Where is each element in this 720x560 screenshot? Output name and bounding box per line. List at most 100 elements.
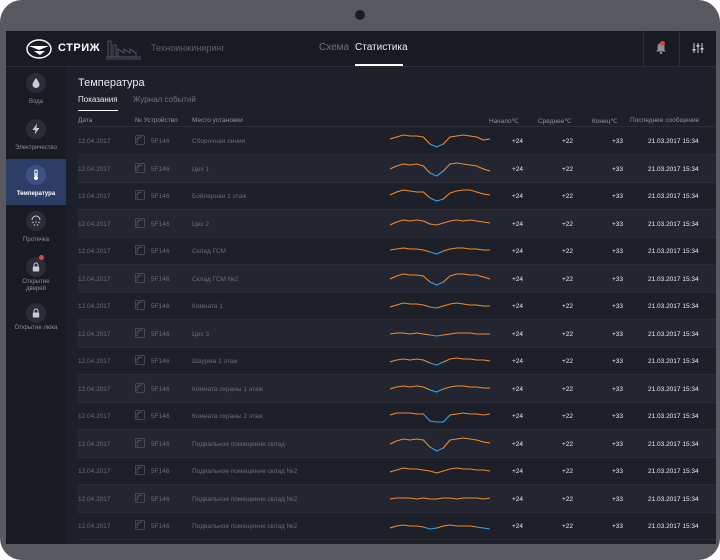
table-row[interactable]: 12.04.2017 5F146 Подвальное помещение скла… (78, 512, 716, 540)
row-average-temp: +22 (562, 193, 574, 200)
column-header-last-message[interactable]: Последнее сообщение (630, 117, 700, 124)
column-header-end[interactable]: Конец℃ (592, 118, 618, 125)
sensor-device-icon (135, 135, 145, 145)
row-location: Комната охраны 2 этаж (192, 413, 263, 420)
table-row[interactable]: 12.04.2017 5F146 Подвальное помещение скла… (78, 429, 716, 458)
tab-readings[interactable]: Показания (78, 95, 118, 104)
row-device: 5F146 (151, 440, 170, 448)
row-end-temp: +33 (612, 523, 624, 530)
leak-icon (26, 211, 46, 231)
main-content: Температура Показания Журнал событий Дат… (66, 67, 716, 544)
row-device: 5F146 (151, 165, 170, 173)
row-device: 5F146 (151, 495, 170, 503)
sensor-device-icon (135, 162, 145, 173)
sidebar-item-electricity[interactable]: Электричество (6, 113, 66, 159)
sensor-device-icon (135, 272, 145, 283)
temperature-sparkline (390, 496, 490, 500)
row-last-message: 21.03.2017 15:34 (648, 358, 699, 365)
row-location: Комната охраны 1 этаж (192, 385, 263, 393)
row-end-temp: +33 (612, 275, 624, 283)
row-last-message: 21.03.2017 15:34 (648, 413, 699, 420)
table-row[interactable]: 12.04.2017 5F146 Шаурма 1 этаж +24 +22 +33 21.… (78, 347, 716, 375)
table-row[interactable]: 12.04.2017 5F146 Склад ГСМ +24 +22 +33 21.03.2… (78, 237, 716, 265)
tab-statistics[interactable]: Статистика (355, 42, 408, 53)
row-start-temp: +24 (512, 330, 524, 338)
table-row[interactable]: 12.04.2017 5F146 Комната охраны 2 этаж +24 +… (78, 402, 716, 430)
camera (355, 10, 365, 20)
row-start-temp: +24 (512, 275, 524, 283)
table-row[interactable]: 12.04.2017 5F146 Бойлерная 1 этаж +24 +22 +33… (78, 182, 716, 210)
row-location: Подвальное помещение склад №2 (192, 468, 298, 475)
row-location: Комната 1 (192, 303, 223, 310)
row-average-temp: +22 (562, 330, 574, 338)
lock-icon (26, 303, 46, 323)
lock-icon (26, 257, 46, 277)
row-average-temp: +22 (562, 138, 574, 145)
sidebar-item-label: Открытие люка (14, 325, 58, 331)
sidebar: Вода Электричество Температура (6, 67, 66, 544)
row-last-message: 21.03.2017 15:34 (648, 523, 699, 530)
table-row[interactable]: 12.04.2017 5F146 Цех 2 +24 +22 +33 21.03.2017 … (78, 209, 716, 238)
table-row[interactable]: 12.04.2017 5F146 Цех 1 +24 +22 +33 21.03.2017 … (78, 154, 716, 183)
row-device: 5F146 (151, 330, 170, 338)
divider (643, 31, 644, 66)
row-last-message: 21.03.2017 15:34 (648, 330, 699, 338)
column-header-start[interactable]: Начало℃ (489, 118, 519, 125)
table-row[interactable]: 12.04.2017 5F146 Склад ГСМ №2 +24 +22 +33 21.0… (78, 264, 716, 293)
table-row[interactable]: 12.04.2017 5F146 Цех 3 +24 +22 +33 21.03.2017 … (78, 319, 716, 348)
sidebar-item-label: Открытие дверей (22, 279, 50, 292)
row-device: 5F146 (151, 220, 170, 228)
app-screen: СТРИЖ Техноинжиниринг Схема Статистика (6, 31, 716, 544)
sidebar-item-door-opening[interactable]: Открытие дверей (6, 251, 66, 297)
sidebar-item-hatch-opening[interactable]: Открытие люка (6, 297, 66, 343)
column-header-location[interactable]: Место установки (192, 117, 243, 124)
top-bar: СТРИЖ Техноинжиниринг Схема Статистика (6, 31, 716, 67)
active-tab-indicator (355, 64, 403, 66)
table-header: Дата № Устройство Место установки Начало… (78, 114, 716, 127)
tab-schema[interactable]: Схема (319, 42, 350, 53)
sidebar-item-water[interactable]: Вода (6, 67, 66, 113)
row-end-temp: +33 (612, 220, 624, 228)
table-row[interactable]: 12.04.2017 5F146 Подвальное помещение скла… (78, 457, 716, 485)
row-location: Цех 1 (192, 165, 209, 173)
column-header-device[interactable]: № Устройство (135, 117, 178, 124)
row-end-temp: +33 (612, 248, 624, 255)
row-start-temp: +24 (512, 468, 524, 475)
temperature-sparkline (390, 272, 490, 286)
sidebar-item-label: Температура (16, 191, 56, 197)
row-device: 5F146 (151, 468, 170, 475)
row-average-temp: +22 (562, 165, 574, 173)
sidebar-item-label: Вода (28, 99, 44, 105)
row-date: 12.04.2017 (78, 220, 111, 228)
sidebar-item-leak[interactable]: Протечка (6, 205, 66, 251)
row-average-temp: +22 (562, 413, 574, 420)
column-header-average[interactable]: Среднее℃ (538, 118, 572, 125)
temperature-sparkline (390, 467, 490, 474)
row-end-temp: +33 (612, 165, 624, 173)
table-row[interactable]: 12.04.2017 5F146 Комната охраны 1 этаж +24 +… (78, 374, 716, 403)
partner-name: Техноинжиниринг (151, 43, 225, 53)
column-header-date[interactable]: Дата (78, 117, 93, 124)
table-row[interactable]: 12.04.2017 5F146 Сборочная линия +24 +22 +33 2… (78, 127, 716, 155)
row-last-message: 21.03.2017 15:34 (648, 303, 699, 310)
sensor-device-icon (135, 190, 145, 200)
sliders-icon[interactable] (692, 42, 704, 54)
row-last-message: 21.03.2017 15:34 (648, 275, 699, 283)
row-average-temp: +22 (562, 523, 574, 530)
row-end-temp: +33 (612, 303, 624, 310)
table-row[interactable]: 12.04.2017 5F146 Подвальное помещение скла… (78, 484, 716, 513)
sidebar-item-temperature[interactable]: Температура (6, 159, 66, 205)
sidebar-item-label: Электричество (15, 145, 57, 151)
row-end-temp: +33 (612, 495, 624, 503)
temperature-sparkline (390, 331, 490, 337)
row-end-temp: +33 (612, 330, 624, 338)
row-last-message: 21.03.2017 15:34 (648, 220, 699, 228)
row-date: 12.04.2017 (78, 193, 111, 200)
sidebar-item-label: Протечка (23, 237, 49, 243)
factory-icon (106, 40, 141, 60)
row-location: Подвальное помещение склад (192, 440, 285, 448)
sensor-device-icon (135, 382, 145, 393)
row-start-temp: +24 (512, 138, 524, 145)
tab-event-log[interactable]: Журнал событий (133, 95, 196, 104)
table-row[interactable]: 12.04.2017 5F146 Комната 1 +24 +22 +33 21.03.2… (78, 292, 716, 320)
